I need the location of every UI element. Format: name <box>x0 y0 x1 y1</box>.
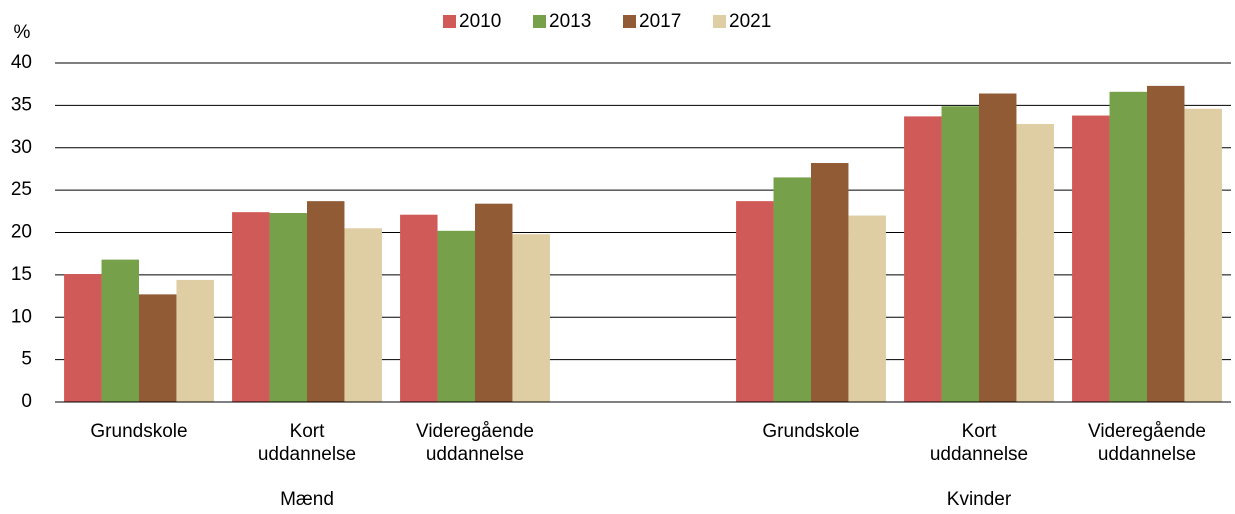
legend-label: 2021 <box>729 11 771 32</box>
bar <box>437 230 475 402</box>
y-tick-label: 40 <box>11 52 32 73</box>
legend-swatch <box>533 15 546 28</box>
bar <box>512 234 550 402</box>
bar <box>176 279 214 402</box>
bar <box>64 274 102 402</box>
y-tick-label: 10 <box>11 306 32 327</box>
bar <box>101 259 139 402</box>
legend-swatch <box>623 15 636 28</box>
y-tick-label: 35 <box>11 94 32 115</box>
x-tick-label: Grundskole <box>762 421 859 442</box>
bar <box>1184 108 1222 402</box>
bar <box>773 177 811 402</box>
bar <box>1016 124 1054 403</box>
legend-swatch <box>443 15 456 28</box>
bar <box>811 163 849 402</box>
x-tick-label: Kort uddannelse <box>930 421 1028 465</box>
y-tick-label: 15 <box>11 264 32 285</box>
legend-swatch <box>713 15 726 28</box>
bar <box>269 213 307 402</box>
group-label: Kvinder <box>947 489 1012 510</box>
x-tick-label: Videregående uddannelse <box>1088 421 1206 465</box>
bar <box>941 106 979 402</box>
y-tick-label: 20 <box>11 222 32 243</box>
bar <box>400 214 438 402</box>
bar <box>736 201 774 402</box>
y-tick-label: 0 <box>21 391 32 412</box>
bar <box>232 212 270 402</box>
y-tick-label: 30 <box>11 137 32 158</box>
bar <box>139 294 177 402</box>
x-tick-label: Videregående uddannelse <box>416 421 534 465</box>
group-label: Mænd <box>280 489 334 510</box>
legend-label: 2010 <box>459 11 501 32</box>
bar <box>1109 91 1147 402</box>
y-tick-label: 5 <box>21 349 32 370</box>
bar <box>344 228 382 402</box>
y-tick-label: 25 <box>11 179 32 200</box>
legend-label: 2013 <box>549 11 591 32</box>
bar <box>904 116 942 402</box>
bar <box>848 215 886 402</box>
x-tick-label: Kort uddannelse <box>258 421 356 465</box>
bar <box>979 93 1017 402</box>
bar <box>475 203 513 402</box>
legend-label: 2017 <box>639 11 681 32</box>
bar <box>1072 115 1110 403</box>
x-tick-label: Grundskole <box>90 421 187 442</box>
bar <box>1147 85 1185 402</box>
y-axis-unit: % <box>14 22 31 43</box>
bar <box>307 201 345 402</box>
